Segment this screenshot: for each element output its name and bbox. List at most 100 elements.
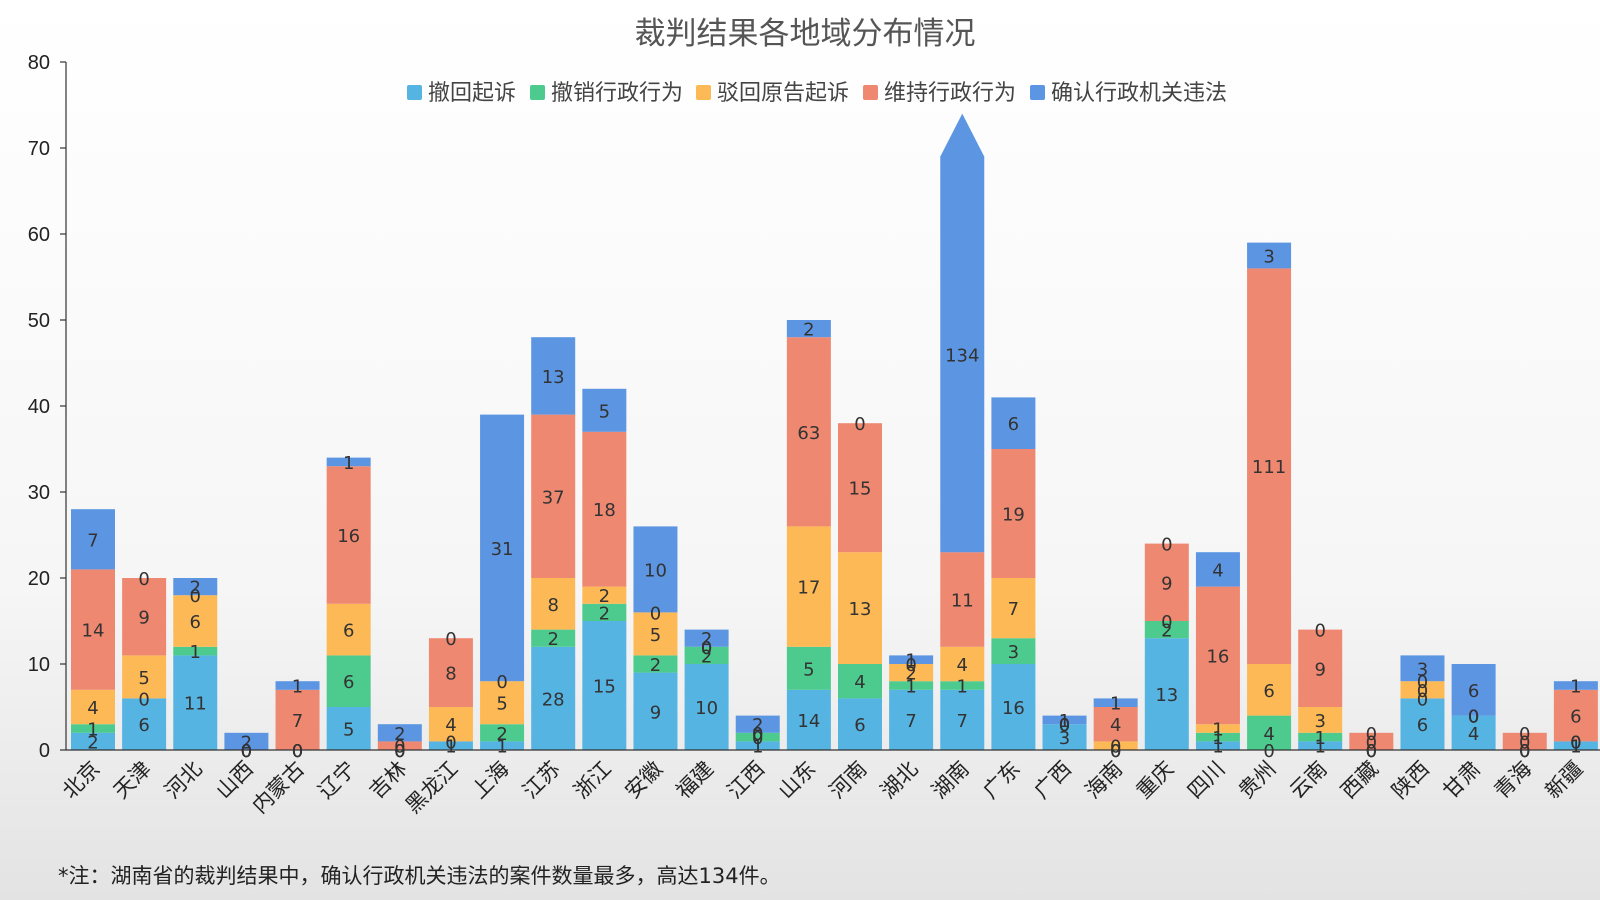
- bar-value-label: 9: [650, 702, 661, 723]
- bar-value-label: 0: [1570, 732, 1581, 753]
- x-tick-label: 安徽: [620, 757, 667, 804]
- bar-segment: [940, 689, 985, 750]
- bar-value-label: 0: [1519, 741, 1530, 762]
- bar-segment: [786, 320, 831, 338]
- bar-segment: [582, 603, 627, 621]
- bar-value-label: 0: [1059, 715, 1070, 736]
- legend-swatch: [863, 85, 878, 100]
- bar-value-label: 0: [1059, 715, 1070, 736]
- x-tick-label: 山西: [211, 757, 258, 804]
- bar-value-label: 3: [1263, 247, 1274, 268]
- bar-value-label: 14: [82, 621, 105, 642]
- bar-value-label: 10: [695, 698, 718, 719]
- bar-value-label: 28: [542, 689, 565, 710]
- bar-value-label: 0: [241, 741, 252, 762]
- bar-value-label: 37: [542, 487, 565, 508]
- bar-value-label: 16: [1002, 698, 1025, 719]
- bar-value-label: 1: [1059, 711, 1070, 732]
- bar-segment: [889, 664, 934, 682]
- x-tick-label: 上海: [467, 757, 514, 804]
- chart-title: 裁判结果各地域分布情况: [635, 16, 976, 52]
- bar-value-label: 63: [797, 423, 820, 444]
- bar-value-label: 1: [752, 737, 763, 758]
- legend-swatch: [1030, 85, 1045, 100]
- bar-value-label: 4: [854, 672, 865, 693]
- bar-segment: [1247, 268, 1292, 664]
- bar-value-label: 0: [1570, 732, 1581, 753]
- bar-value-label: 6: [854, 715, 865, 736]
- bar-value-label: 0: [1366, 732, 1377, 753]
- bar-value-label: 5: [343, 720, 354, 741]
- bar-value-label: 1: [1570, 677, 1581, 698]
- bar-value-label: 0: [445, 629, 456, 650]
- bar-segment: [480, 414, 525, 682]
- bar-segment: [428, 741, 473, 750]
- bar-value-label: 1: [905, 651, 916, 672]
- bar-value-label: 2: [752, 715, 763, 736]
- bar-value-label: 1: [1212, 720, 1223, 741]
- x-tick-label: 新疆: [1541, 757, 1588, 804]
- x-tick-label: 山东: [774, 757, 821, 804]
- bar-segment: [582, 621, 627, 750]
- bar-segment: [1042, 715, 1087, 725]
- bar-segment: [1195, 732, 1240, 742]
- bar-segment: [224, 732, 269, 750]
- bar-segment: [991, 578, 1036, 639]
- bar-segment: [1093, 707, 1138, 742]
- bar-value-label: 2: [803, 320, 814, 341]
- x-tick-label: 贵州: [1234, 757, 1281, 804]
- bar-value-label: 1: [445, 737, 456, 758]
- bar-value-label: 4: [445, 715, 456, 736]
- bar-segment: [326, 603, 371, 656]
- bar-value-label: 14: [797, 711, 820, 732]
- bar-value-label: 2: [701, 646, 712, 667]
- bar-segment: [428, 638, 473, 707]
- bar-segment: [326, 707, 371, 750]
- y-tick-label: 30: [28, 482, 50, 504]
- bar-value-label: 1: [1110, 694, 1121, 715]
- bar-segment: [735, 732, 780, 742]
- bar-value-label: 0: [1366, 724, 1377, 745]
- bar-segment: [275, 681, 320, 690]
- bar-value-label: 0: [1468, 707, 1479, 728]
- bar-segment: [786, 526, 831, 647]
- bar-segment: [1195, 741, 1240, 750]
- x-tick-label: 江西: [723, 757, 770, 804]
- bar-value-label: 2: [1161, 621, 1172, 642]
- x-tick-label: 重庆: [1132, 757, 1179, 804]
- bar-segment: [838, 698, 882, 750]
- x-tick-label: 陕西: [1387, 757, 1434, 804]
- bar-value-label: 15: [593, 677, 616, 698]
- bar-value-label: 0: [1110, 737, 1121, 758]
- x-tick-label: 河北: [160, 757, 207, 804]
- bar-value-label: 11: [951, 591, 974, 612]
- bar-value-label: 0: [292, 741, 303, 762]
- bar-segment: [71, 569, 115, 690]
- bar-segment: [71, 509, 115, 570]
- bar-segment: [582, 388, 627, 432]
- bar-value-label: 0: [1417, 681, 1428, 702]
- bar-segment: [428, 707, 473, 742]
- bar-value-label: 0: [445, 732, 456, 753]
- x-tick-label: 辽宁: [314, 757, 361, 804]
- bar-value-label: 0: [1263, 741, 1274, 762]
- bar-segment: [1298, 707, 1343, 733]
- bar-value-label: 4: [1212, 560, 1223, 581]
- x-tick-label: 海南: [1081, 757, 1128, 804]
- bar-value-label: 0: [701, 638, 712, 659]
- bar-value-label: 0: [1110, 741, 1121, 762]
- bar-segment: [1247, 664, 1292, 716]
- bar-segment: [173, 578, 218, 596]
- bar-segment: [326, 466, 371, 604]
- bar-value-label: 0: [752, 728, 763, 749]
- bar-segment: [377, 741, 422, 750]
- legend-swatch: [696, 85, 711, 100]
- bar-value-label: 2: [599, 586, 610, 607]
- bar-value-label: 6: [1263, 681, 1274, 702]
- legend-label: 确认行政机关违法: [1051, 81, 1227, 106]
- bar-value-label: 1: [957, 677, 968, 698]
- bar-value-label: 1: [496, 737, 507, 758]
- bar-value-label: 3: [1314, 711, 1325, 732]
